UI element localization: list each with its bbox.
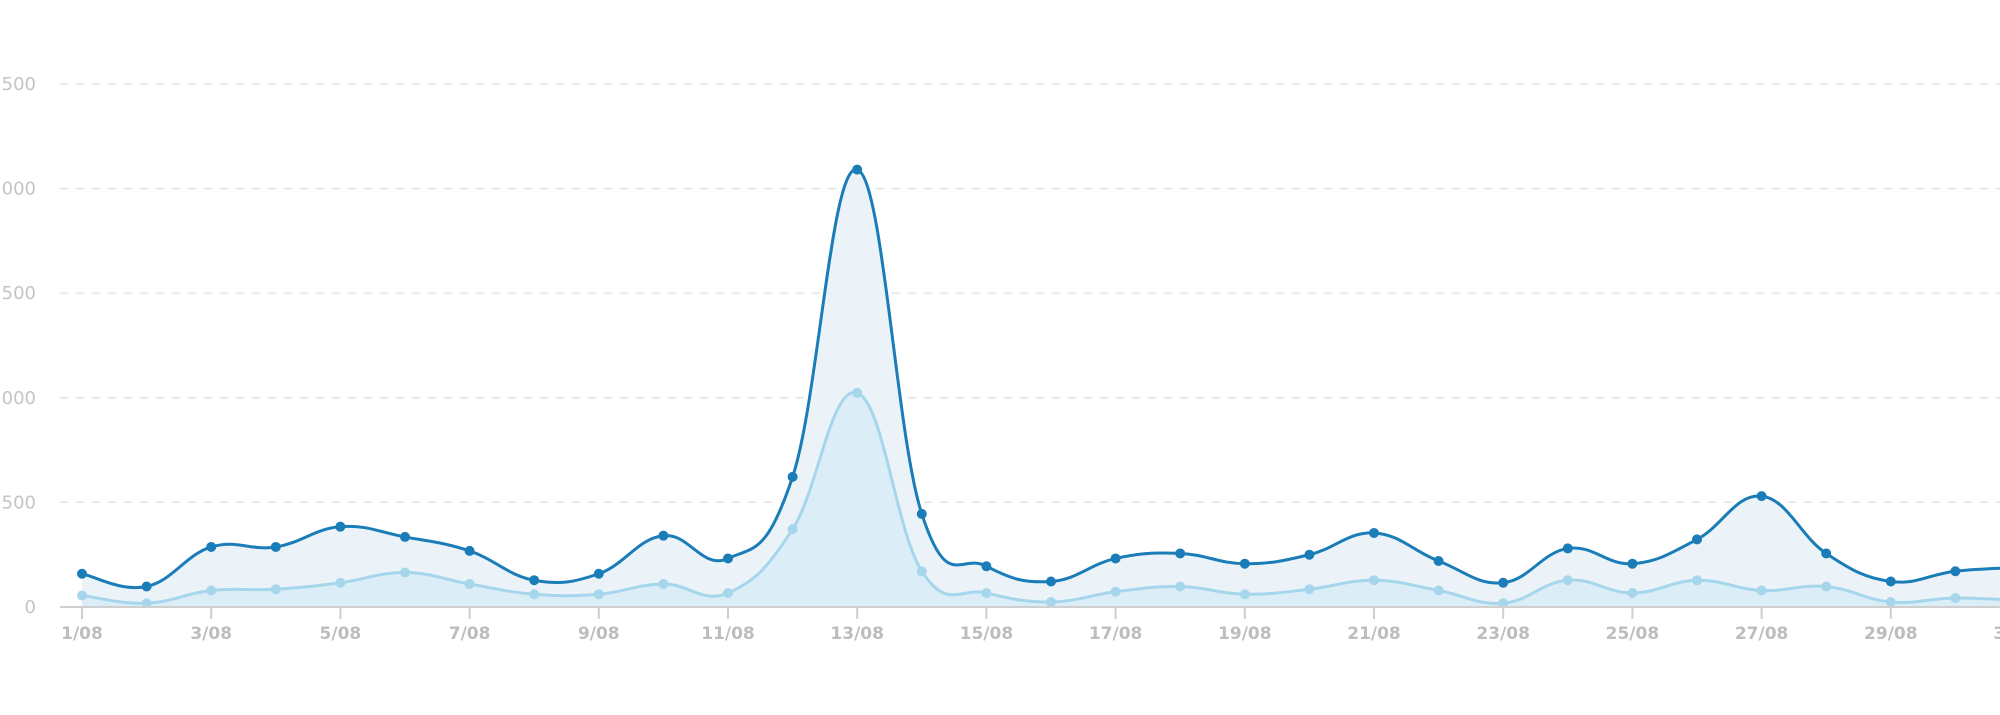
- y-tick-label: 1500: [0, 283, 36, 304]
- series-1-point: [1433, 555, 1444, 566]
- series-2-point: [981, 587, 992, 598]
- series-2-point: [723, 587, 733, 598]
- y-tick-label: 500: [2, 492, 36, 513]
- series-1-point: [77, 568, 87, 579]
- series-2-point: [658, 578, 669, 589]
- series-2-point: [1498, 598, 1509, 609]
- series-1-point: [1627, 558, 1638, 569]
- series-1-point: [1756, 491, 1767, 502]
- series-2-point: [77, 590, 87, 601]
- x-tick-label: 7/08: [449, 624, 491, 644]
- x-axis: 1/08 3/08 5/08 7/08 9/08 11/08 13/08 15/08 17/08…: [60, 606, 2000, 644]
- x-tick-label: 27/08: [1735, 624, 1789, 644]
- series-1-point: [141, 581, 152, 592]
- x-tick-label: 29/08: [1864, 624, 1918, 644]
- series-2-point: [464, 578, 475, 589]
- gridlines: [60, 83, 2000, 504]
- series-2-point: [1950, 593, 1961, 604]
- x-tick-label: 15/08: [960, 624, 1014, 644]
- y-tick-label: 2000: [0, 179, 36, 200]
- series-2-point: [1046, 596, 1056, 607]
- series-2-line: [81, 391, 2000, 605]
- series-1-point: [1239, 558, 1250, 569]
- series-2-point: [1110, 586, 1121, 597]
- series-2-point: [1756, 585, 1767, 596]
- series-1-point: [1821, 548, 1832, 559]
- x-tick-label: 9/08: [578, 624, 620, 644]
- x-tick-label: 31/08: [1993, 624, 2000, 644]
- y-tick-label: 2500: [0, 74, 36, 95]
- x-tick-label: 25/08: [1606, 624, 1660, 644]
- series-1-point: [1304, 549, 1315, 560]
- series-2-point: [787, 524, 798, 535]
- x-tick-label: 19/08: [1218, 624, 1272, 644]
- series-1-point: [1110, 553, 1121, 564]
- x-tick-label: 17/08: [1089, 624, 1143, 644]
- series-2-point: [593, 589, 604, 600]
- series-1-area: [82, 169, 2000, 607]
- series-2-point: [1562, 575, 1573, 586]
- series-1-point: [1498, 577, 1509, 588]
- series-2-point: [141, 598, 152, 609]
- series-1-point: [270, 541, 281, 552]
- series-1-point: [916, 508, 927, 519]
- x-tick-label: 23/08: [1476, 624, 1530, 644]
- series-2-point: [1885, 596, 1896, 607]
- series-2-point: [400, 567, 410, 578]
- series-1-point: [593, 568, 604, 579]
- series-2-point: [270, 584, 281, 595]
- series-1-point: [1046, 576, 1056, 587]
- series-2-point: [335, 577, 346, 588]
- series-1-point: [852, 164, 863, 175]
- series-1-point: [981, 561, 992, 572]
- series-2-point: [1433, 585, 1444, 596]
- series-1-line: [81, 168, 2000, 590]
- series-2-point: [1175, 581, 1186, 592]
- x-tick-label: 13/08: [830, 624, 884, 644]
- x-tick-label: 21/08: [1347, 624, 1401, 644]
- series-1-point: [464, 545, 475, 556]
- series-2-point: [1627, 587, 1638, 598]
- series-1-point: [1950, 566, 1961, 577]
- series-1-point: [400, 531, 410, 542]
- series-2-point: [852, 387, 863, 398]
- series-2-point: [1239, 589, 1250, 600]
- series-1-point: [658, 530, 669, 541]
- x-tick-label: 3/08: [190, 624, 232, 644]
- x-tick-label: 11/08: [701, 624, 755, 644]
- series-lines: [81, 168, 2000, 605]
- y-axis: 0 500 1000 1500 2000 2500: [0, 74, 36, 618]
- series-2-point: [1821, 581, 1832, 592]
- series-2-point: [529, 589, 540, 600]
- series-1-point: [206, 541, 217, 552]
- series-1-point: [1692, 534, 1702, 545]
- series-1-point: [723, 553, 733, 564]
- series-1-point: [1175, 548, 1186, 559]
- series-2-point: [1369, 575, 1379, 586]
- series-2-point: [1304, 584, 1315, 595]
- series-1-point: [1369, 527, 1379, 538]
- series-1-point: [1562, 543, 1573, 554]
- series-2-point: [1692, 575, 1702, 586]
- series-1-point: [787, 471, 798, 482]
- y-tick-label: 0: [25, 597, 36, 618]
- y-tick-label: 1000: [0, 388, 36, 409]
- x-tick-label: 1/08: [61, 624, 103, 644]
- series-areas: [82, 169, 2000, 607]
- series-2-point: [916, 566, 927, 577]
- series-1-point: [1885, 576, 1896, 587]
- x-tick-label: 5/08: [320, 624, 362, 644]
- series-points: [77, 164, 1961, 609]
- series-1-point: [529, 575, 540, 586]
- series-1-point: [335, 521, 346, 532]
- series-2-point: [206, 585, 217, 596]
